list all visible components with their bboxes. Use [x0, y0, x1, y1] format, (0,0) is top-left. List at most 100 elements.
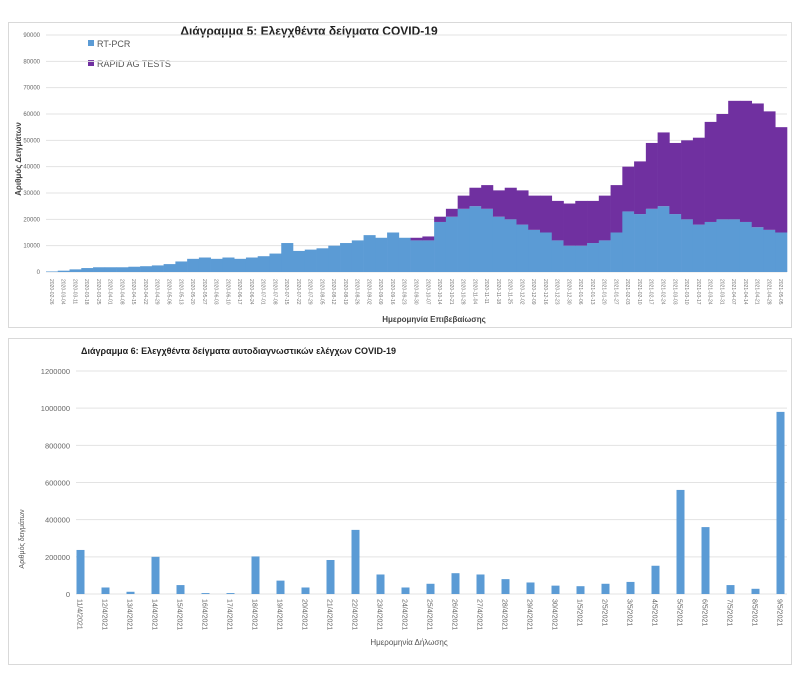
bar-rt-pcr	[293, 250, 306, 272]
bar-rapid-ag	[434, 216, 447, 222]
chart-5-y-tick: 50000	[23, 138, 40, 144]
chart-6-y-tick: 0	[66, 590, 70, 599]
chart-5-x-tick: 2020-05-06	[166, 279, 172, 305]
bar-self-test	[201, 593, 210, 594]
bar-rt-pcr	[163, 264, 176, 272]
bar-rapid-ag	[739, 100, 753, 222]
chart-5-x-tick: 2020-07-29	[307, 279, 313, 305]
bar-rt-pcr	[457, 208, 470, 272]
chart-5-x-tick: 2020-03-18	[83, 279, 89, 305]
bar-self-test	[751, 588, 760, 594]
chart-5-x-tick: 2021-03-31	[718, 279, 724, 305]
chart-6-y-tick: 1000000	[41, 404, 70, 413]
legend-label-rapid: RAPID AG TESTS	[97, 59, 171, 69]
chart-5-x-tick: 2020-05-20	[189, 279, 195, 305]
chart-5-x-tick: 2021-02-03	[624, 279, 630, 305]
chart-6-x-tick: 4/5/2021	[651, 599, 658, 626]
bar-rt-pcr	[304, 249, 317, 272]
bar-rt-pcr	[351, 240, 364, 272]
bar-rapid-ag	[704, 121, 717, 222]
bar-self-test	[626, 581, 635, 594]
chart-5-x-tick: 2020-12-02	[518, 279, 524, 305]
chart-5-x-tick: 2020-04-29	[154, 279, 160, 305]
chart-6-x-tick: 8/5/2021	[751, 599, 758, 626]
chart-6-x-tick: 30/4/2021	[551, 599, 558, 630]
bar-self-test	[476, 574, 485, 594]
chart-5-x-tick: 2020-11-11	[483, 279, 489, 304]
bar-rapid-ag	[751, 103, 764, 228]
chart-6: Διάγραμμα 6: Ελεγχθέντα δείγματα αυτοδια…	[18, 346, 787, 647]
bar-rt-pcr	[340, 243, 353, 272]
bar-rt-pcr	[57, 270, 70, 272]
chart-6-y-tick: 400000	[45, 516, 70, 525]
chart-6-x-tick: 6/5/2021	[701, 599, 708, 626]
chart-5-y-tick: 90000	[23, 33, 40, 39]
chart-5-x-tick: 2020-11-18	[495, 279, 501, 304]
bar-rapid-ag	[540, 195, 553, 233]
chart-5-x-tick: 2021-03-24	[707, 279, 713, 305]
chart-6-y-tick: 600000	[45, 479, 70, 488]
bar-rt-pcr	[387, 232, 400, 272]
bar-rt-pcr	[269, 253, 282, 272]
bar-rapid-ag	[445, 208, 458, 217]
chart-5-x-tick: 2021-02-17	[648, 279, 654, 305]
bar-rapid-ag	[716, 114, 729, 220]
chart-5-x-tick: 2021-01-13	[589, 279, 595, 305]
chart-5-x-tick: 2020-12-30	[565, 279, 571, 305]
chart-5-x-tick: 2020-06-10	[224, 279, 230, 305]
bar-self-test	[76, 549, 85, 594]
chart-5-x-tick: 2020-09-16	[389, 279, 395, 305]
bar-rt-pcr	[445, 216, 458, 272]
chart-5-x-tick: 2020-05-13	[177, 279, 183, 305]
chart-6-x-tick: 9/5/2021	[776, 599, 783, 626]
legend-label-rt-pcr: RT-PCR	[97, 39, 131, 49]
chart-5-x-tick: 2020-03-11	[71, 279, 77, 304]
chart-5-x-tick: 2020-07-15	[283, 279, 289, 305]
bar-rt-pcr	[775, 232, 788, 272]
bar-rapid-ag	[692, 137, 705, 225]
bar-rt-pcr	[375, 237, 388, 272]
bar-rapid-ag	[763, 111, 776, 230]
bar-rapid-ag	[634, 161, 647, 215]
chart-5-x-tick: 2020-08-05	[318, 279, 324, 305]
chart-5-x-tick: 2020-05-27	[201, 279, 207, 305]
chart-5-x-tick: 2021-02-10	[636, 279, 642, 305]
chart-5-x-tick: 2020-08-12	[330, 279, 336, 305]
bar-rt-pcr	[681, 219, 694, 272]
chart-6-x-tick: 15/4/2021	[176, 599, 183, 630]
chart-5-y-tick: 40000	[23, 165, 40, 171]
bar-rapid-ag	[481, 185, 494, 209]
chart-5-x-tick: 2020-04-15	[130, 279, 136, 305]
chart-6-y-tick: 1200000	[41, 367, 70, 376]
chart-6-x-tick: 14/4/2021	[151, 599, 158, 630]
bar-self-test	[176, 585, 185, 594]
bar-rapid-ag	[469, 187, 482, 207]
chart-6-x-tick: 24/4/2021	[401, 599, 408, 630]
bar-rt-pcr	[104, 267, 117, 272]
chart-5-x-tick: 2021-03-10	[683, 279, 689, 305]
bar-rt-pcr	[516, 224, 529, 272]
chart-6-y-tick: 200000	[45, 553, 70, 562]
chart-5-x-tick: 2020-06-24	[248, 279, 254, 305]
chart-5-x-tick: 2020-03-04	[60, 279, 66, 305]
bar-rapid-ag	[422, 236, 435, 241]
bar-rt-pcr	[751, 227, 764, 272]
bar-rapid-ag	[657, 132, 670, 207]
chart-6-y-label: Αριθμός δειγμάτων	[18, 509, 26, 569]
chart-5-x-tick: 2020-09-09	[377, 279, 383, 305]
bar-rapid-ag	[504, 187, 517, 220]
chart-5-x-tick: 2020-02-26	[48, 279, 54, 305]
chart-6-y-tick: 800000	[45, 441, 70, 450]
bar-rapid-ag	[610, 185, 623, 233]
bar-rt-pcr	[634, 214, 647, 272]
bar-rt-pcr	[128, 266, 141, 272]
chart-5-x-tick: 2021-04-07	[730, 279, 736, 305]
chart-5-x-tick: 2020-11-04	[471, 279, 477, 304]
chart-5-x-tick: 2020-10-21	[448, 279, 454, 305]
bar-rt-pcr	[316, 248, 329, 272]
bar-self-test	[676, 489, 685, 594]
bar-rt-pcr	[504, 219, 517, 272]
bar-self-test	[501, 579, 510, 594]
bar-rt-pcr	[728, 219, 741, 272]
bar-rt-pcr	[492, 216, 506, 272]
